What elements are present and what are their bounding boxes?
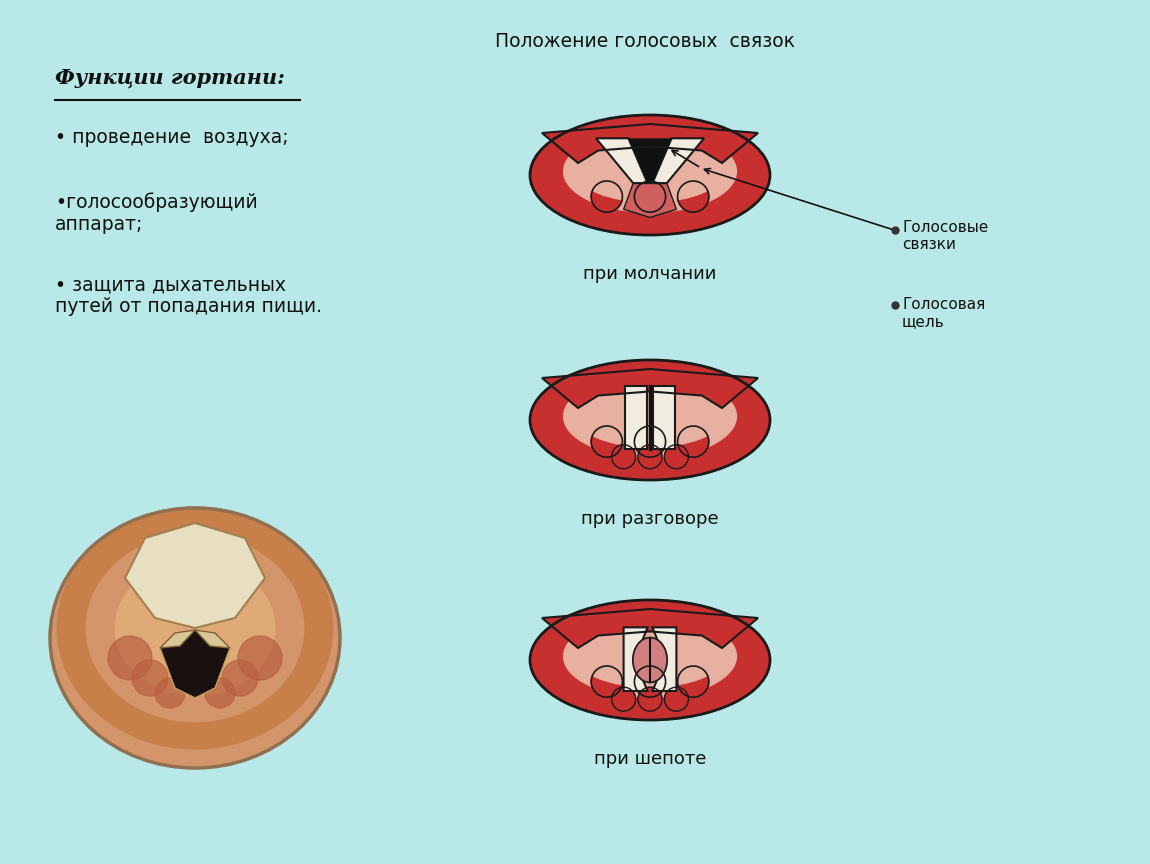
Ellipse shape [530,360,770,480]
Polygon shape [542,124,758,163]
Ellipse shape [86,535,304,721]
Circle shape [665,445,689,468]
Circle shape [612,445,636,468]
Ellipse shape [58,507,332,749]
Text: Голосовые
связки: Голосовые связки [902,220,988,252]
Text: • защита дыхательных
путей от попадания пищи.: • защита дыхательных путей от попадания … [55,275,322,316]
Circle shape [677,181,708,213]
Ellipse shape [564,130,736,213]
Polygon shape [196,630,230,648]
Circle shape [591,426,622,457]
Text: Голосовая
щель: Голосовая щель [902,297,986,329]
Ellipse shape [530,115,770,235]
Polygon shape [542,369,758,408]
Circle shape [222,660,258,696]
Text: при молчании: при молчании [583,265,716,283]
Circle shape [205,678,235,708]
Ellipse shape [632,638,667,683]
Ellipse shape [115,561,275,696]
Text: • проведение  воздуха;: • проведение воздуха; [55,128,289,147]
Text: •голосообразующий
аппарат;: •голосообразующий аппарат; [55,192,258,233]
Text: при разговоре: при разговоре [581,510,719,528]
Circle shape [591,666,622,697]
Text: Функции гортани:: Функции гортани: [55,68,285,88]
Circle shape [635,181,666,213]
Circle shape [635,426,666,457]
Polygon shape [125,523,264,628]
Ellipse shape [564,615,736,697]
Polygon shape [652,627,676,691]
Polygon shape [626,385,647,448]
Circle shape [155,678,185,708]
Circle shape [132,660,168,696]
Polygon shape [542,609,758,648]
Circle shape [591,181,622,213]
Text: при шепоте: при шепоте [593,750,706,768]
Polygon shape [160,630,230,698]
Circle shape [108,636,152,680]
Polygon shape [623,627,647,691]
Polygon shape [596,138,647,183]
Polygon shape [653,385,675,448]
Ellipse shape [576,141,723,202]
Circle shape [635,666,666,697]
Polygon shape [628,138,672,183]
Circle shape [638,687,662,711]
Circle shape [238,636,282,680]
Ellipse shape [564,376,736,457]
Polygon shape [623,183,676,218]
Circle shape [638,445,662,468]
Text: Положение голосовых  связок: Положение голосовых связок [494,32,795,51]
Circle shape [677,426,708,457]
Ellipse shape [576,386,723,447]
Polygon shape [160,630,196,648]
Circle shape [665,687,689,711]
Circle shape [612,687,636,711]
Ellipse shape [576,626,723,687]
Ellipse shape [530,600,770,720]
Circle shape [677,666,708,697]
Ellipse shape [49,508,340,768]
Polygon shape [652,138,704,183]
